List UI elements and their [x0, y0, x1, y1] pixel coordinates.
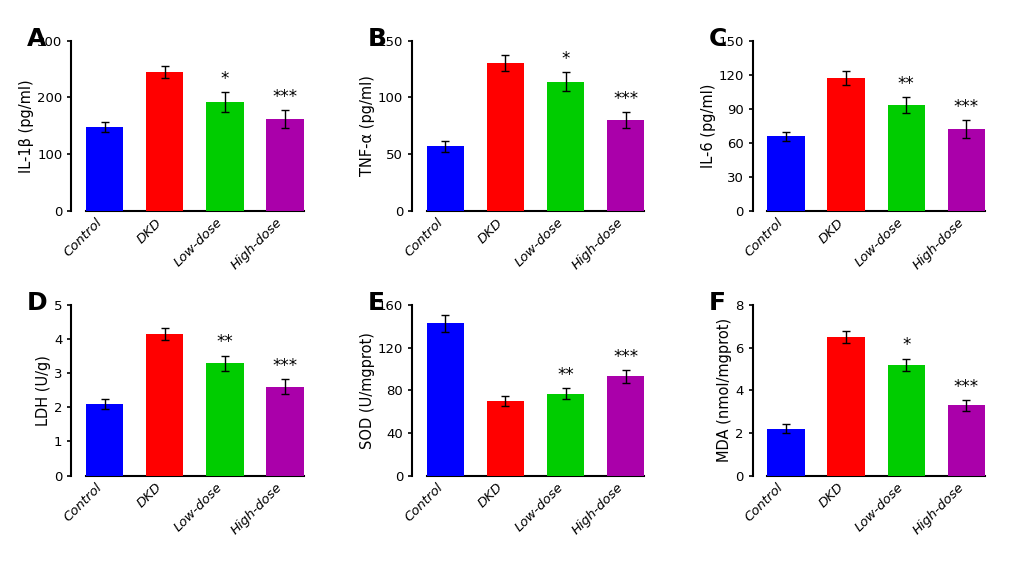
Y-axis label: SOD (U/mgprot): SOD (U/mgprot) [360, 332, 375, 449]
Bar [546, 82, 584, 211]
Text: ***: *** [272, 88, 298, 106]
Text: ***: *** [953, 378, 978, 396]
Bar [86, 404, 123, 476]
Text: ***: *** [272, 357, 298, 375]
Bar [606, 376, 644, 476]
Bar [86, 127, 123, 211]
Y-axis label: IL-6 (pg/ml): IL-6 (pg/ml) [700, 84, 715, 168]
Bar [766, 136, 804, 211]
Bar [947, 129, 984, 211]
Text: F: F [707, 291, 725, 316]
Text: A: A [26, 27, 46, 51]
Text: *: * [560, 50, 570, 68]
Bar [606, 120, 644, 211]
Bar [887, 365, 924, 476]
Bar [146, 72, 183, 211]
Text: D: D [26, 291, 48, 316]
Text: **: ** [897, 75, 914, 93]
Y-axis label: IL-1β (pg/ml): IL-1β (pg/ml) [19, 79, 35, 173]
Bar [766, 429, 804, 476]
Bar [826, 78, 864, 211]
Text: *: * [220, 70, 229, 88]
Text: **: ** [216, 334, 233, 351]
Bar [206, 363, 244, 476]
Bar [266, 387, 304, 476]
Text: ***: *** [953, 98, 978, 116]
Bar [146, 334, 183, 476]
Bar [486, 401, 524, 476]
Bar [486, 63, 524, 211]
Text: B: B [367, 27, 386, 51]
Bar [426, 146, 464, 211]
Text: *: * [901, 336, 910, 354]
Bar [887, 106, 924, 211]
Y-axis label: TNF-α (pg/ml): TNF-α (pg/ml) [360, 75, 375, 176]
Bar [947, 405, 984, 476]
Text: E: E [367, 291, 384, 316]
Bar [426, 323, 464, 476]
Y-axis label: LDH (U/g): LDH (U/g) [36, 355, 51, 426]
Bar [826, 337, 864, 476]
Text: ***: *** [612, 348, 638, 366]
Text: C: C [707, 27, 726, 51]
Text: **: ** [556, 366, 574, 384]
Bar [266, 119, 304, 211]
Bar [546, 393, 584, 476]
Y-axis label: MDA (nmol/mgprot): MDA (nmol/mgprot) [716, 318, 732, 462]
Text: ***: *** [612, 90, 638, 108]
Bar [206, 102, 244, 211]
